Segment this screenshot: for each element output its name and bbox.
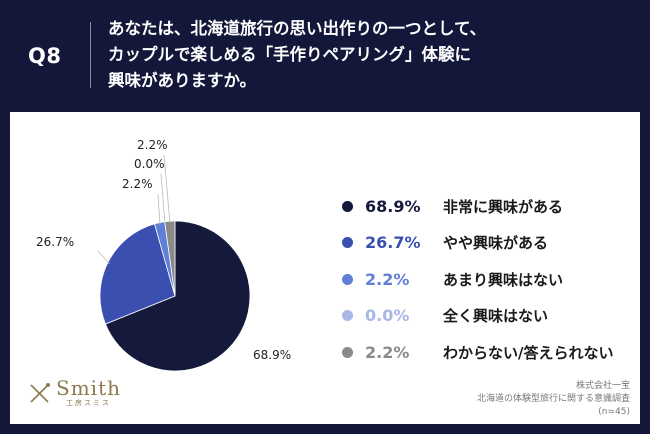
pie-data-label: 2.2% (137, 138, 168, 152)
leader-line (163, 154, 171, 224)
leader-line (157, 193, 161, 225)
legend-percent: 2.2% (365, 342, 410, 362)
header-divider (90, 22, 91, 88)
logo-subtitle: 工房スミス (66, 399, 111, 407)
legend-label: わからない/答えられない (443, 343, 614, 362)
legend-dot (342, 237, 353, 249)
legend-dot (342, 200, 353, 212)
leader-line (160, 173, 166, 224)
question-text: あなたは、北海道旅行の思い出作りの一つとして、 カップルで楽しめる「手作りペアリ… (108, 16, 638, 94)
legend-label: 全く興味はない (443, 307, 549, 326)
source-note: 株式会社一宝 北海道の体験型旅行に関する意識調査 (n=45) (477, 380, 630, 419)
question-line-3: 興味がありますか。 (108, 71, 257, 90)
legend-percent: 0.0% (365, 306, 410, 326)
logo-name: Smith (56, 376, 121, 400)
legend-dot (342, 273, 353, 285)
pie-data-label: 68.9% (253, 348, 291, 362)
pie-data-label: 26.7% (36, 235, 74, 249)
legend-label: あまり興味はない (443, 270, 564, 289)
header: Q8 あなたは、北海道旅行の思い出作りの一つとして、 カップルで楽しめる「手作り… (0, 0, 650, 110)
source-company: 株式会社一宝 (575, 381, 630, 391)
pie-data-label: 0.0% (134, 157, 165, 171)
legend-item: 0.0% 全く興味はない (342, 298, 613, 335)
brand-logo: Smith 工房スミス (28, 378, 121, 408)
question-id: Q8 (28, 44, 62, 68)
legend-label: やや興味がある (443, 234, 549, 253)
question-line-2: カップルで楽しめる「手作りペアリング」体験に (108, 45, 471, 64)
legend-dot (342, 310, 353, 322)
question-line-1: あなたは、北海道旅行の思い出作りの一つとして、 (108, 19, 487, 38)
legend-label: 非常に興味がある (443, 197, 564, 216)
legend-item: 2.2% あまり興味はない (342, 261, 613, 298)
chart-panel: 68.9% 26.7% 2.2% 0.0% 2.2% 68.9% 非常に興味がある 26… (10, 112, 640, 424)
legend-item: 26.7% やや興味がある (342, 225, 613, 262)
legend-dot (342, 346, 353, 358)
pie-chart: 68.9% 26.7% 2.2% 0.0% 2.2% (36, 138, 291, 372)
legend-percent: 2.2% (365, 269, 410, 289)
pie-data-label: 2.2% (122, 177, 153, 191)
pie-slice (104, 220, 251, 372)
leader-line (97, 250, 110, 265)
legend-percent: 26.7% (365, 233, 421, 253)
source-survey: 北海道の体験型旅行に関する意識調査 (476, 394, 630, 404)
source-sample-size: (n=45) (598, 407, 630, 417)
legend-item: 68.9% 非常に興味がある (342, 188, 613, 225)
legend-percent: 68.9% (365, 196, 421, 216)
pie-slice (99, 223, 176, 325)
legend: 68.9% 非常に興味がある 26.7% やや興味がある 2.2% あまり興味は… (342, 188, 613, 371)
crossed-tools-icon (30, 383, 50, 403)
legend-item: 2.2% わからない/答えられない (342, 334, 613, 371)
